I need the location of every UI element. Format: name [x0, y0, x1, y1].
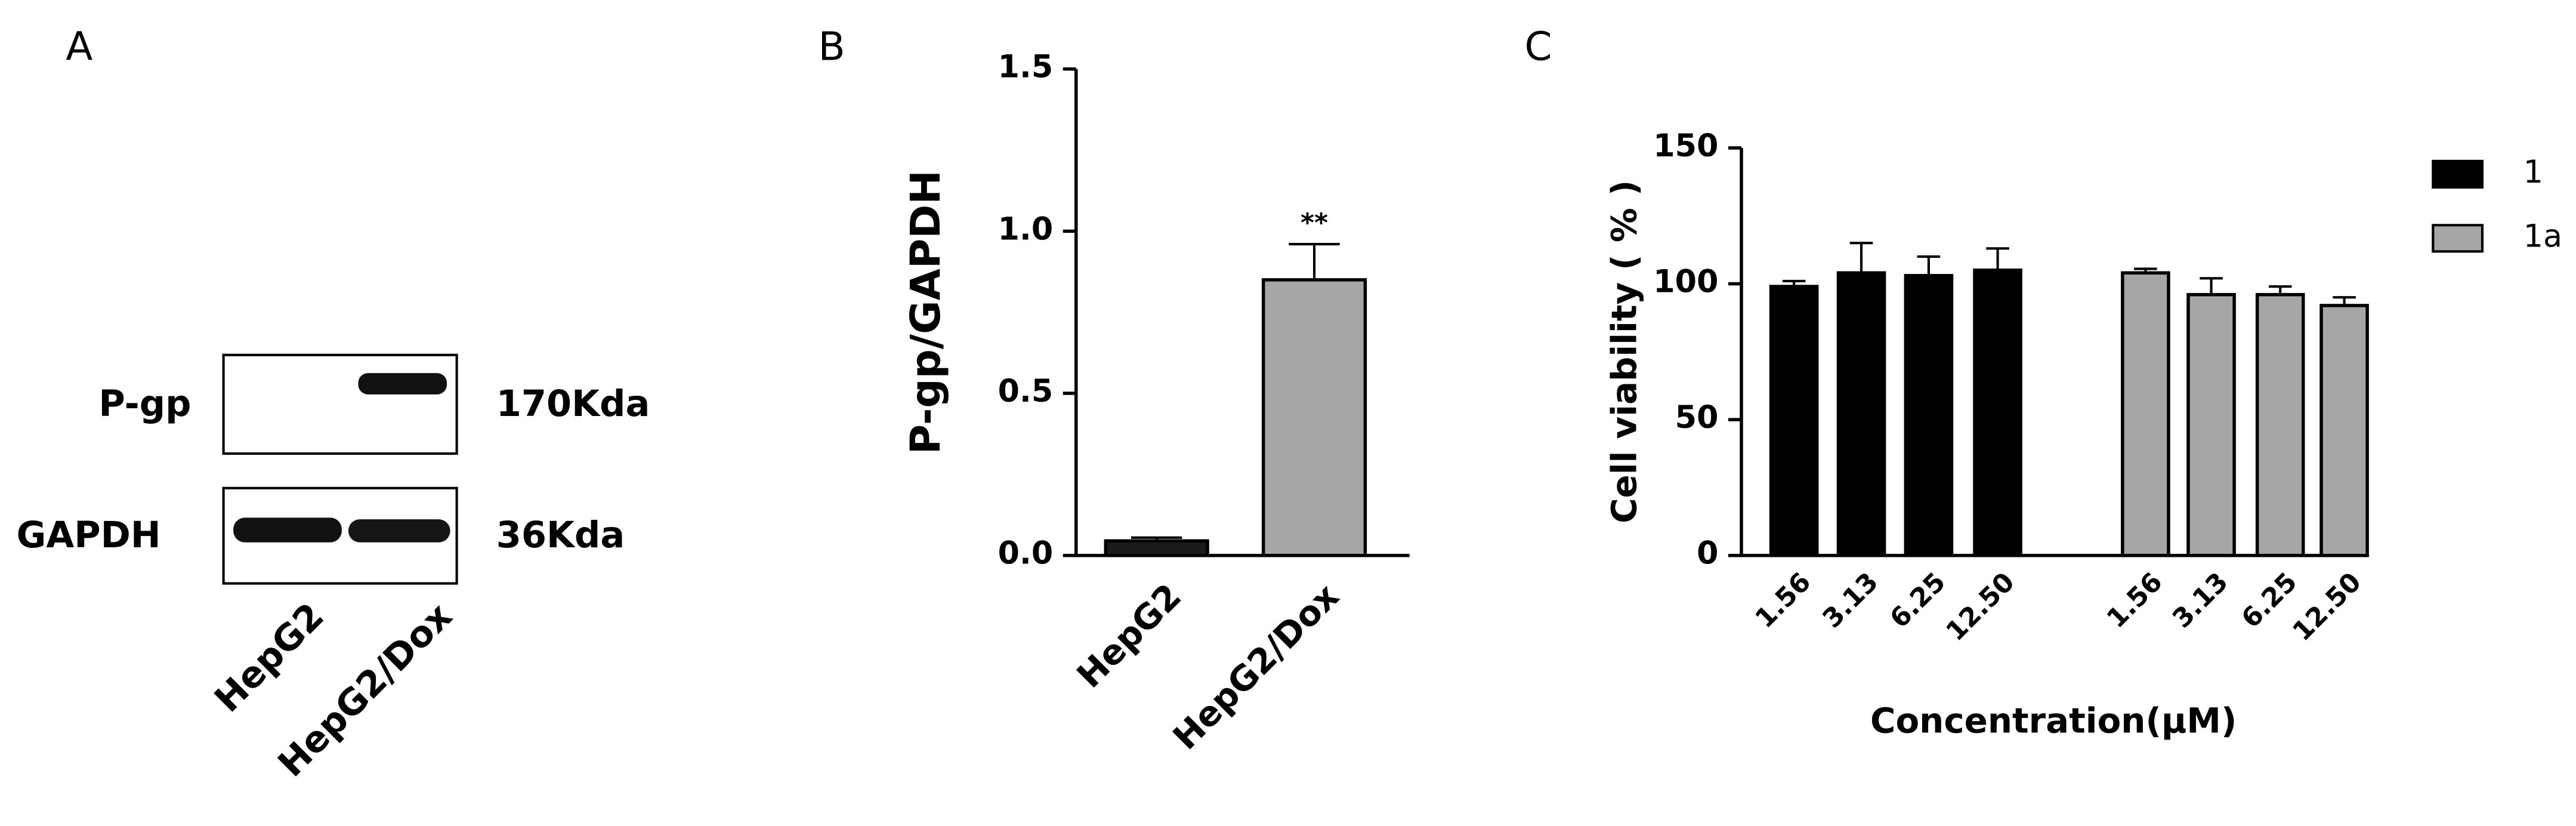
bar — [2255, 292, 2305, 557]
row-label: P-gp — [98, 383, 191, 425]
y-tick-label: 0.0 — [998, 535, 1054, 572]
bar — [2319, 304, 2369, 557]
y-tick-label: 100 — [1653, 263, 1718, 300]
x-tick-label: HepG2/Dox — [1165, 576, 1347, 758]
bar — [1973, 268, 2022, 557]
annotation: ** — [1301, 208, 1328, 238]
y-axis-title: P-gp/GAPDH — [902, 170, 950, 454]
bar — [1769, 285, 1819, 557]
legend-swatch — [2432, 159, 2484, 189]
panel-label: C — [1525, 24, 1552, 70]
lane-label: HepG2 — [207, 595, 332, 720]
x-tick-label: 12.50 — [2287, 566, 2367, 647]
legend-swatch — [2432, 224, 2484, 253]
band — [358, 373, 447, 394]
x-tick-label: 3.13 — [1817, 566, 1884, 634]
bar — [1836, 271, 1886, 557]
y-tick-label: 50 — [1675, 399, 1719, 436]
bar — [1104, 539, 1209, 557]
blot-box — [222, 353, 458, 455]
y-tick-label: 0.5 — [998, 373, 1054, 409]
x-tick-label: HepG2 — [1069, 576, 1189, 696]
western-blot: P-gp GAPDH 170Kda 36Kda HepG2 HepG2/Dox — [17, 353, 650, 785]
x-tick-label: 1.56 — [2101, 566, 2169, 634]
y-tick-label: 1.5 — [998, 49, 1054, 85]
x-axis-title: Concentration(μM) — [1870, 701, 2237, 741]
y-tick-label: 1.0 — [998, 211, 1054, 247]
size-label: 170Kda — [496, 383, 650, 425]
x-tick-label: 3.13 — [2167, 566, 2234, 634]
x-tick-label: 12.50 — [1940, 566, 2021, 647]
legend-label: 1 — [2524, 154, 2543, 190]
bar — [2121, 271, 2170, 557]
y-tick-label: 150 — [1653, 128, 1718, 164]
size-label: 36Kda — [496, 514, 625, 556]
x-tick-label: 1.56 — [1750, 566, 1817, 634]
bar — [1904, 274, 1954, 557]
band — [348, 519, 450, 543]
y-axis-title: Cell viability ( % ) — [1604, 180, 1644, 523]
bar — [1261, 278, 1367, 557]
bar — [2186, 292, 2236, 557]
legend-label: 1a — [2524, 218, 2562, 254]
panel-label: A — [66, 24, 92, 70]
panel-label: B — [818, 24, 845, 70]
band — [233, 517, 342, 543]
y-tick-label: 0 — [1697, 535, 1718, 572]
row-label: GAPDH — [17, 514, 161, 556]
